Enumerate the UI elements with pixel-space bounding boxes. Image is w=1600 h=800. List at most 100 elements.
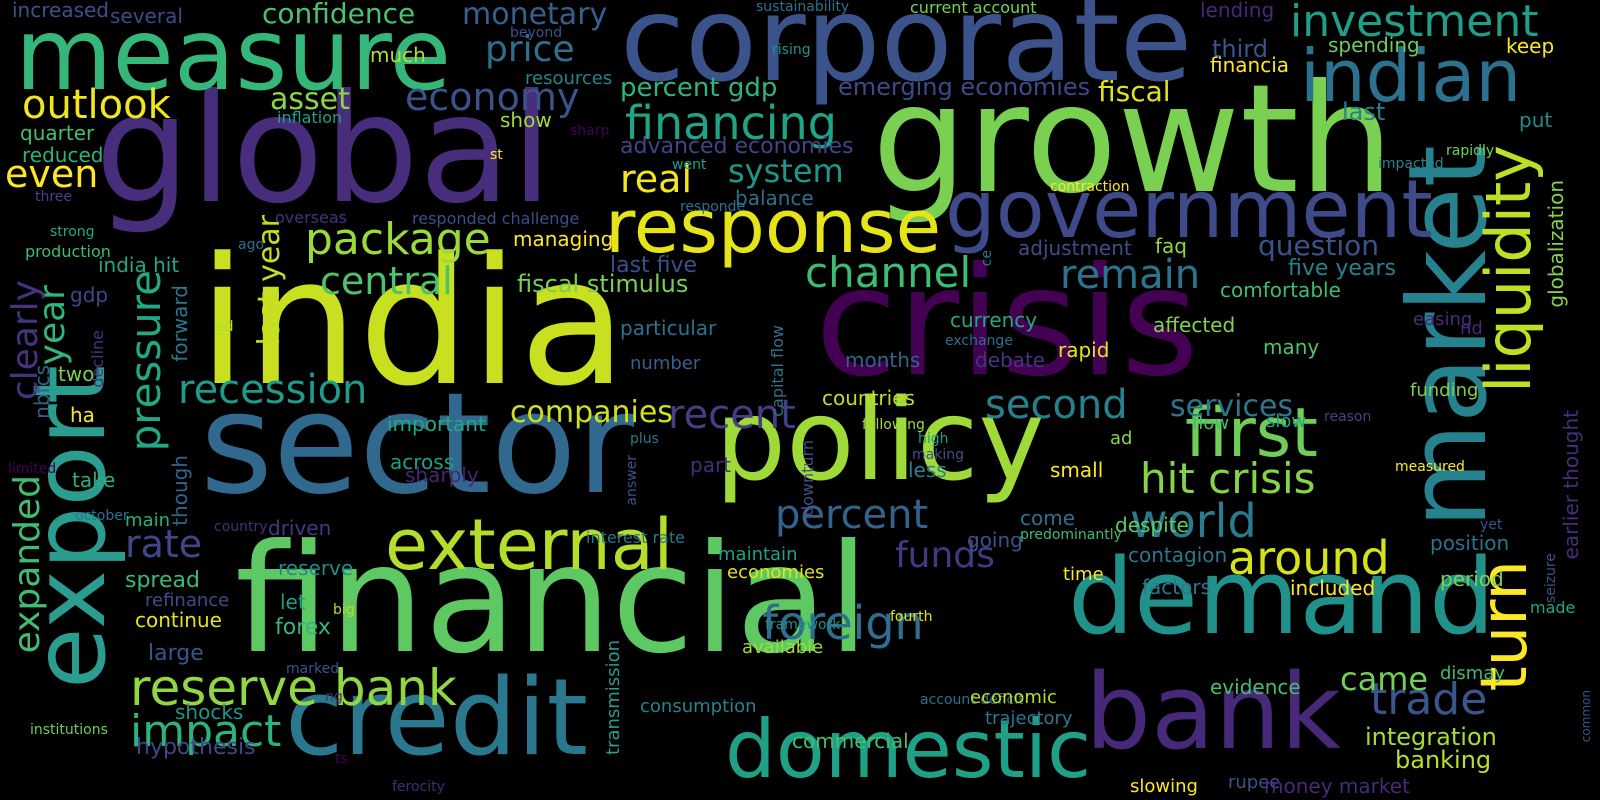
word: economies [727, 562, 825, 583]
word: answer [624, 455, 640, 506]
word: impact [130, 706, 282, 757]
word: ts [335, 751, 348, 767]
word: inflation [277, 108, 343, 127]
word: resources [525, 68, 613, 89]
word: last five [610, 253, 698, 278]
word: last [1342, 98, 1386, 126]
word: slowing [1130, 776, 1198, 797]
word: outlook [22, 82, 171, 128]
word: less [908, 458, 947, 482]
word: contagion [1128, 543, 1228, 567]
word: trajectory [985, 708, 1073, 729]
word: capital flow [768, 325, 787, 417]
word: channel [805, 248, 972, 297]
word: financing [625, 96, 837, 150]
word: comfortable [1220, 278, 1341, 302]
word: evidence [1210, 675, 1301, 699]
word: slow [1266, 411, 1307, 432]
word: ago [238, 237, 265, 253]
word: foreign [762, 596, 924, 650]
word: limited [8, 461, 57, 477]
word: impacted [1378, 156, 1444, 172]
word: package [305, 214, 491, 265]
word: expanded [7, 475, 48, 654]
word: financial [235, 513, 870, 687]
word: external [385, 504, 674, 586]
word: two [58, 362, 95, 386]
word: overseas [275, 208, 347, 227]
word: india [198, 220, 627, 425]
word: several [110, 4, 183, 28]
word: bank [1085, 651, 1341, 773]
word: big [333, 602, 355, 618]
word: rupee [1228, 772, 1281, 793]
word: spread [125, 568, 200, 593]
word: large [148, 641, 204, 666]
word: companies [510, 395, 673, 430]
word: main [125, 510, 170, 531]
word: ad [1110, 428, 1133, 449]
word: interest rate [586, 528, 685, 547]
word: policy [715, 376, 1045, 506]
word: plus [630, 431, 659, 447]
word: st [490, 147, 503, 163]
word: rising [772, 42, 811, 58]
word: real [620, 157, 693, 201]
word: consumption [640, 696, 757, 717]
word: current account [910, 0, 1037, 17]
word: growth [872, 53, 1394, 227]
word: shocks [175, 700, 244, 724]
word: refinance [145, 590, 230, 611]
word: came [1340, 660, 1429, 698]
word: commercial [792, 729, 909, 753]
word: percent [775, 492, 929, 538]
word: response [605, 184, 942, 270]
word: spending [1328, 33, 1420, 57]
word: affected [1153, 313, 1236, 337]
word: put [1519, 108, 1553, 132]
word: question [1258, 229, 1379, 262]
word: world [1130, 494, 1257, 548]
word: recent [668, 392, 796, 438]
word: trade [1370, 674, 1488, 725]
word: economy [405, 75, 580, 119]
word: increased [12, 0, 109, 22]
word: sustainability [756, 0, 850, 15]
word: strong [50, 224, 95, 240]
word: quarter [20, 121, 95, 145]
word: government [945, 163, 1433, 256]
word: flow [1192, 413, 1230, 434]
word: recession [178, 367, 368, 413]
word: advanced economies [620, 134, 854, 159]
word: easing [1413, 309, 1473, 330]
word: yet [1480, 517, 1503, 533]
word: five years [1288, 256, 1396, 281]
word: ce [979, 250, 995, 267]
word: much [370, 43, 426, 67]
word: making [912, 447, 964, 463]
word: sharply [405, 463, 479, 487]
word: october [75, 508, 129, 524]
word: keep [1506, 34, 1555, 58]
word: system [728, 152, 844, 190]
word: demand [1068, 536, 1495, 658]
word: confidence [262, 0, 416, 30]
word: sharp [570, 123, 610, 139]
word: balance [735, 186, 814, 210]
word: reason [1324, 409, 1372, 425]
word: continue [135, 608, 222, 632]
word: across [390, 450, 455, 474]
word: important [387, 412, 486, 436]
word: downturn [798, 440, 817, 517]
word: going [967, 528, 1023, 552]
word: institutions [30, 722, 108, 738]
word: last year [252, 215, 287, 346]
word: adjustment [1018, 236, 1132, 260]
word: funds [895, 535, 995, 576]
word: fiscal [1098, 75, 1171, 108]
word: despite [1115, 513, 1189, 537]
word: price [485, 29, 575, 70]
word: three [35, 189, 73, 205]
word: decline [88, 330, 107, 388]
